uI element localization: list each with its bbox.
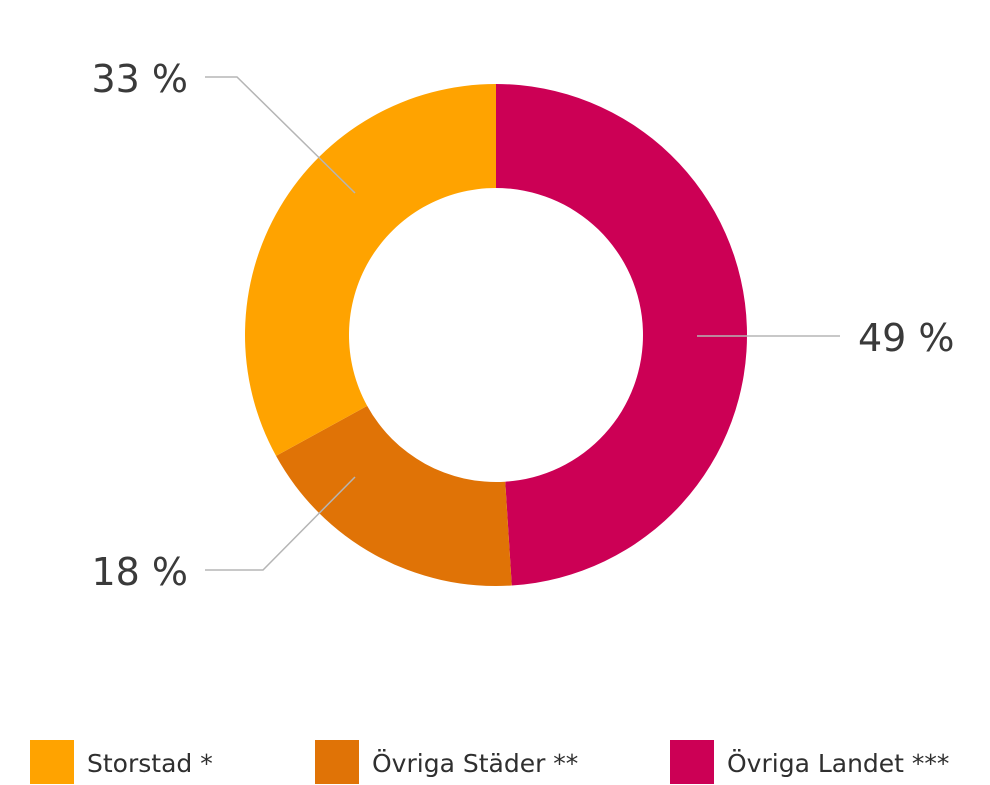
leader-lines (205, 76, 840, 571)
legend-swatch (670, 740, 714, 784)
leader-line (205, 76, 356, 194)
legend: Storstad * Övriga Städer ** Övriga Landet … (30, 740, 949, 784)
donut-slice (244, 84, 496, 456)
legend-label: Övriga Landet *** (727, 749, 949, 778)
slice-labels: 49 % 18 % 33 % (91, 57, 954, 594)
legend-swatch (30, 740, 74, 784)
slice-value-label: 49 % (858, 316, 955, 360)
donut-slice (496, 84, 747, 586)
slice-value-label: 33 % (91, 57, 188, 101)
legend-swatch (315, 740, 359, 784)
legend-label: Storstad * (87, 749, 213, 778)
donut-slice (276, 405, 512, 586)
legend-label: Övriga Städer ** (372, 749, 578, 778)
slice-value-label: 18 % (91, 550, 188, 594)
leader-line (205, 476, 356, 571)
donut-slices (244, 84, 747, 586)
